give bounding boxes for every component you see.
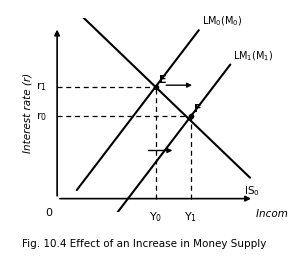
Text: Income (Y): Income (Y): [256, 208, 288, 218]
Text: Y$_1$: Y$_1$: [184, 211, 198, 225]
Text: 0: 0: [46, 208, 53, 218]
Text: F: F: [194, 104, 202, 114]
Text: Fig. 10.4 Effect of an Increase in Money Supply: Fig. 10.4 Effect of an Increase in Money…: [22, 239, 266, 249]
Text: r$_0$: r$_0$: [36, 110, 47, 123]
Text: E: E: [159, 75, 167, 85]
Text: LM$_0$(M$_0$): LM$_0$(M$_0$): [202, 15, 242, 28]
Text: r$_1$: r$_1$: [36, 81, 47, 93]
Text: Interest rate (r): Interest rate (r): [22, 73, 33, 153]
Text: Y$_0$: Y$_0$: [149, 211, 162, 225]
Text: LM$_1$(M$_1$): LM$_1$(M$_1$): [233, 49, 274, 63]
Text: IS$_0$: IS$_0$: [244, 184, 260, 198]
